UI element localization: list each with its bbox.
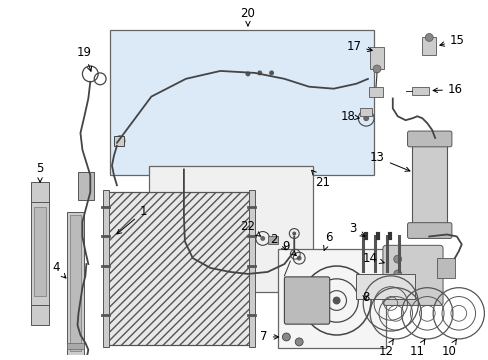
Circle shape — [260, 236, 264, 241]
Text: 6: 6 — [323, 231, 332, 250]
Circle shape — [292, 231, 296, 235]
Bar — [149, 166, 312, 292]
Text: 14: 14 — [362, 252, 384, 265]
Circle shape — [425, 33, 432, 41]
Text: 19: 19 — [77, 46, 92, 71]
Text: 16: 16 — [432, 83, 462, 96]
Text: 18: 18 — [340, 110, 359, 123]
Bar — [248, 190, 254, 347]
Bar — [34, 207, 46, 296]
Circle shape — [295, 338, 303, 346]
Text: 10: 10 — [441, 339, 455, 358]
Text: 4: 4 — [52, 261, 66, 278]
Text: 22: 22 — [239, 220, 260, 236]
Text: 20: 20 — [240, 7, 255, 26]
Text: 7: 7 — [260, 330, 278, 343]
Bar — [368, 87, 382, 96]
Text: 21: 21 — [311, 170, 329, 189]
Bar — [277, 249, 385, 348]
Circle shape — [393, 285, 401, 293]
FancyBboxPatch shape — [407, 223, 451, 238]
Circle shape — [245, 71, 250, 76]
Bar — [66, 343, 84, 349]
Bar — [31, 182, 49, 325]
FancyBboxPatch shape — [284, 277, 329, 324]
Text: 3: 3 — [348, 222, 364, 237]
Circle shape — [372, 65, 380, 73]
Bar — [69, 215, 81, 351]
Text: 8: 8 — [361, 291, 368, 304]
Circle shape — [393, 255, 401, 263]
Bar — [107, 192, 249, 345]
Circle shape — [363, 115, 368, 121]
Bar — [360, 108, 371, 116]
FancyBboxPatch shape — [407, 131, 451, 147]
Bar — [369, 47, 383, 69]
Text: 17: 17 — [346, 40, 371, 53]
Circle shape — [268, 71, 273, 75]
Text: 9: 9 — [281, 240, 296, 256]
Circle shape — [393, 270, 401, 278]
Circle shape — [282, 333, 290, 341]
Circle shape — [296, 256, 301, 261]
Bar — [78, 172, 94, 200]
Text: 5: 5 — [36, 162, 43, 182]
Bar — [267, 237, 277, 244]
FancyBboxPatch shape — [382, 245, 442, 305]
Bar — [412, 138, 446, 226]
Text: 11: 11 — [409, 339, 424, 358]
Bar — [436, 258, 454, 278]
Text: 12: 12 — [378, 339, 392, 358]
Bar — [103, 190, 109, 347]
Circle shape — [332, 297, 340, 305]
Text: 2: 2 — [269, 233, 286, 250]
Bar — [411, 87, 428, 95]
Text: 13: 13 — [369, 151, 409, 171]
Text: 1: 1 — [117, 205, 147, 234]
Bar — [66, 212, 84, 355]
Bar — [356, 274, 415, 298]
Bar — [422, 37, 435, 55]
Bar — [114, 136, 123, 146]
Text: 15: 15 — [439, 34, 464, 47]
Circle shape — [257, 71, 262, 75]
Bar — [110, 30, 373, 175]
